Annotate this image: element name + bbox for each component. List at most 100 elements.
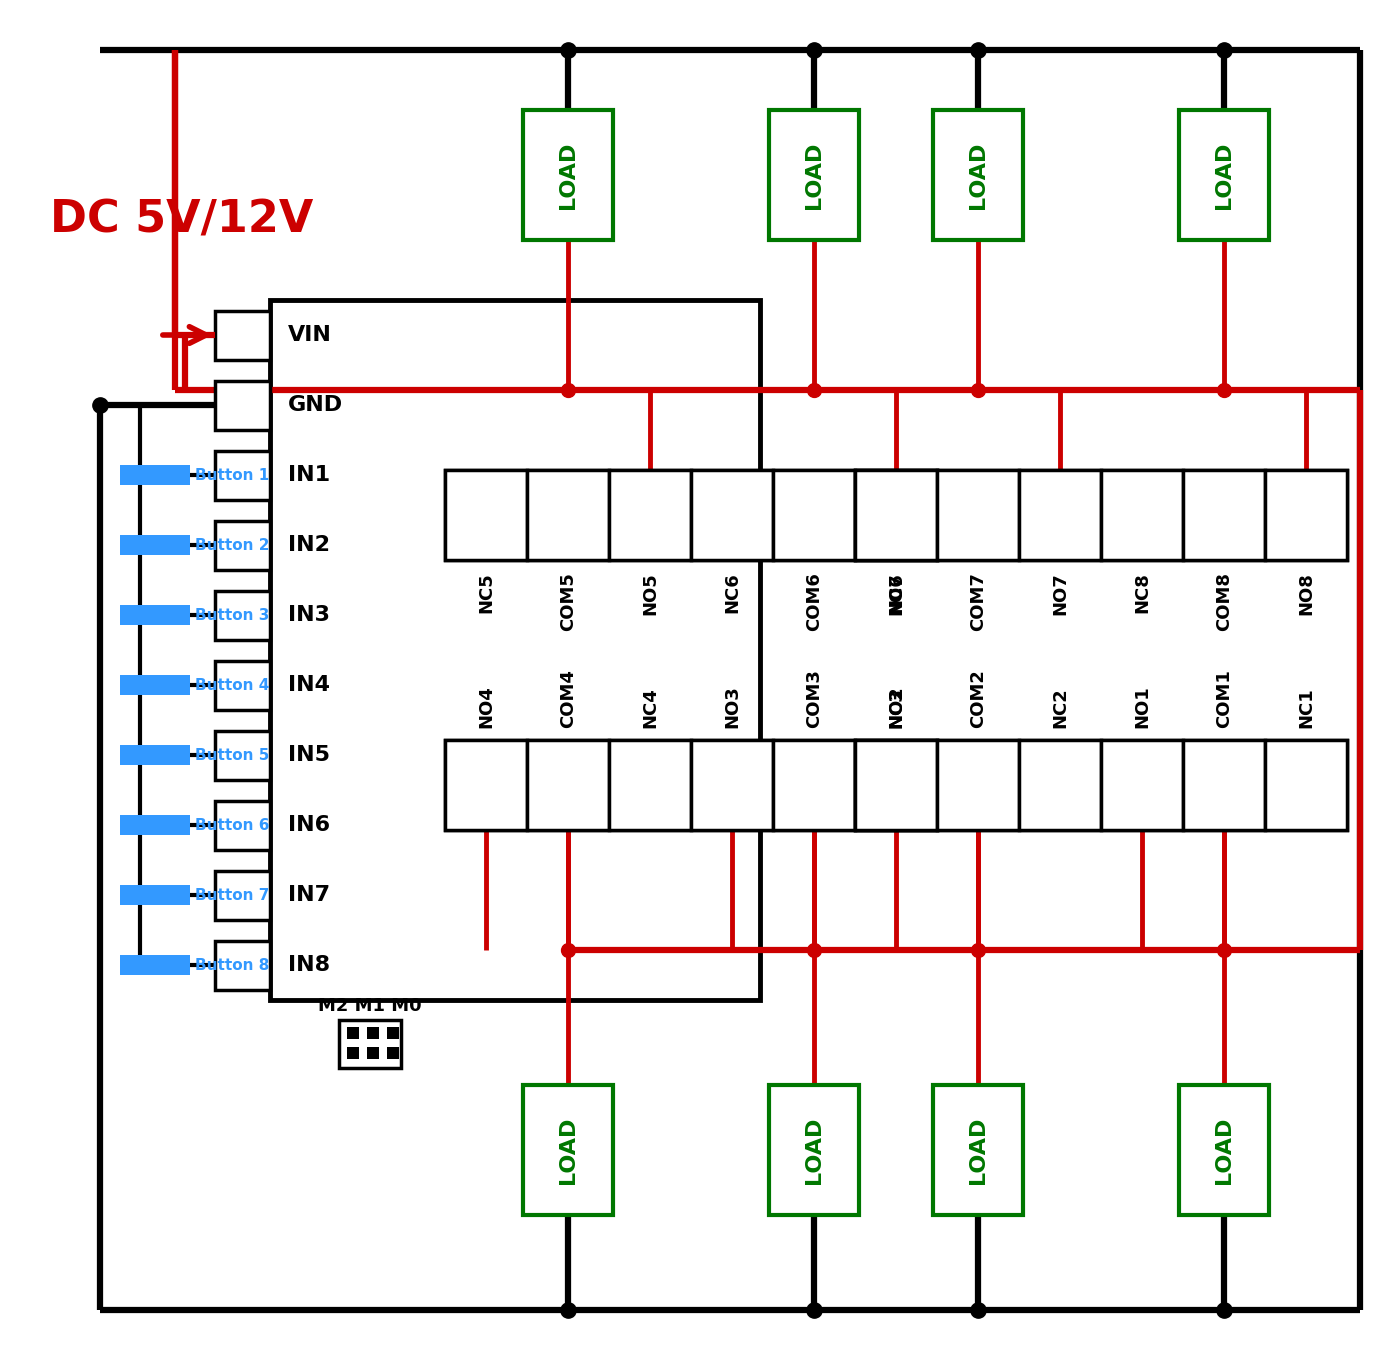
Bar [216, 661, 270, 709]
Text: IN7: IN7 [288, 886, 330, 904]
Text: NC4: NC4 [641, 688, 659, 728]
Text: LOAD: LOAD [559, 141, 578, 209]
Bar [855, 741, 937, 830]
Text: COM7: COM7 [969, 571, 987, 631]
Bar [1266, 741, 1347, 830]
Bar [855, 741, 1347, 830]
Text: IN5: IN5 [288, 745, 330, 765]
Bar [216, 802, 270, 850]
Bar [120, 676, 190, 695]
Text: NC7: NC7 [888, 571, 904, 613]
Bar [445, 470, 526, 561]
Bar [932, 1085, 1023, 1215]
Text: NO3: NO3 [722, 685, 741, 728]
Text: IN4: IN4 [288, 676, 330, 695]
Bar [120, 745, 190, 765]
Bar [386, 1026, 399, 1039]
Text: IN2: IN2 [288, 535, 330, 555]
Bar [769, 110, 860, 240]
Bar [1266, 470, 1347, 561]
Text: Button 6: Button 6 [195, 818, 269, 833]
Text: LOAD: LOAD [1214, 141, 1233, 209]
Bar [1183, 470, 1266, 561]
Bar [769, 1085, 860, 1215]
Text: NO5: NO5 [641, 571, 659, 615]
Bar [386, 1047, 399, 1059]
Bar [120, 605, 190, 626]
Text: NO7: NO7 [1051, 571, 1070, 615]
Bar [216, 451, 270, 500]
Bar [347, 1047, 358, 1059]
Bar [120, 535, 190, 555]
Text: NC2: NC2 [1051, 688, 1070, 728]
Text: NO2: NO2 [888, 685, 904, 728]
Text: IN6: IN6 [288, 815, 330, 835]
Text: COM1: COM1 [1215, 669, 1233, 728]
Text: COM8: COM8 [1215, 571, 1233, 631]
Bar [855, 470, 937, 561]
Bar [120, 886, 190, 904]
Bar [216, 311, 270, 360]
Text: COM2: COM2 [969, 669, 987, 728]
Bar [526, 470, 609, 561]
Bar [1183, 741, 1266, 830]
Bar [609, 741, 692, 830]
Bar [216, 380, 270, 431]
Bar [855, 470, 937, 561]
Bar [1179, 1085, 1268, 1215]
Bar [524, 1085, 613, 1215]
Text: GND: GND [288, 395, 343, 414]
Bar [1019, 470, 1100, 561]
Bar [270, 301, 760, 1001]
Text: Button 7: Button 7 [195, 887, 269, 903]
Text: NC1: NC1 [1296, 688, 1315, 728]
Bar [445, 741, 526, 830]
Text: NC3: NC3 [888, 688, 904, 728]
Bar [367, 1047, 379, 1059]
Text: LOAD: LOAD [804, 141, 825, 209]
Text: LOAD: LOAD [559, 1116, 578, 1183]
Text: Button 4: Button 4 [195, 677, 269, 692]
Text: VIN: VIN [288, 325, 332, 345]
Bar [692, 741, 773, 830]
Text: NC6: NC6 [722, 571, 741, 613]
Bar [932, 110, 1023, 240]
Bar [216, 590, 270, 640]
Bar [216, 731, 270, 780]
Text: Button 3: Button 3 [195, 608, 269, 623]
Bar [445, 470, 937, 561]
Bar [367, 1026, 379, 1039]
Bar [216, 941, 270, 990]
Bar [216, 521, 270, 570]
Text: M2 M1 M0: M2 M1 M0 [318, 997, 421, 1016]
Text: LOAD: LOAD [967, 141, 988, 209]
Text: NO4: NO4 [477, 685, 496, 728]
Bar [937, 741, 1019, 830]
Text: COM3: COM3 [805, 669, 823, 728]
Bar [1100, 470, 1183, 561]
Bar [1100, 741, 1183, 830]
Text: COM5: COM5 [559, 571, 577, 631]
Text: IN1: IN1 [288, 464, 330, 485]
Bar [855, 741, 937, 830]
Bar [1179, 110, 1268, 240]
Text: Button 5: Button 5 [195, 747, 269, 762]
Text: LOAD: LOAD [804, 1116, 825, 1183]
Bar [120, 955, 190, 975]
Bar [445, 741, 937, 830]
Bar [524, 110, 613, 240]
Text: Button 8: Button 8 [195, 957, 269, 972]
Bar [609, 470, 692, 561]
Bar [773, 470, 855, 561]
Text: LOAD: LOAD [1214, 1116, 1233, 1183]
Bar [937, 470, 1019, 561]
Text: NO6: NO6 [888, 571, 904, 615]
Text: NO1: NO1 [1133, 685, 1151, 728]
Text: IN8: IN8 [288, 955, 330, 975]
Text: Button 1: Button 1 [195, 467, 269, 482]
Bar [773, 741, 855, 830]
Text: COM6: COM6 [805, 571, 823, 631]
Text: Button 2: Button 2 [195, 538, 269, 552]
Bar [347, 1026, 358, 1039]
Text: COM4: COM4 [559, 669, 577, 728]
